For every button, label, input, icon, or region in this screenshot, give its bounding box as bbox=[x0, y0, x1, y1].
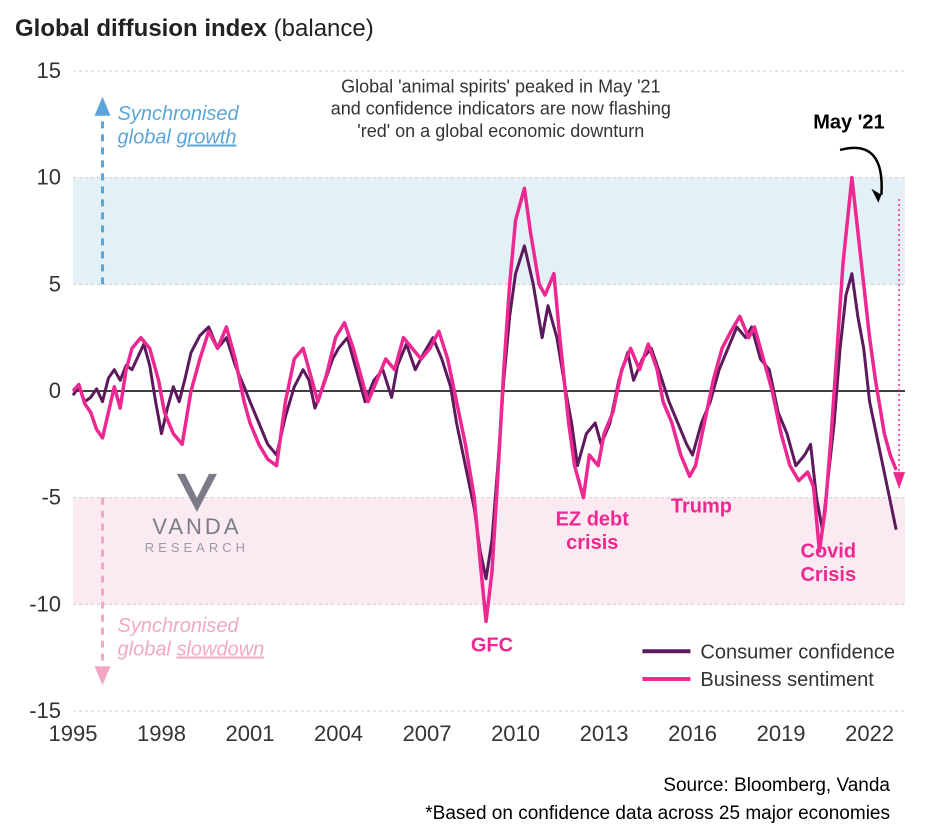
x-tick-label: 2016 bbox=[668, 721, 717, 746]
title-plain: (balance) bbox=[267, 15, 374, 42]
growth-label-2: global growth bbox=[118, 127, 237, 149]
x-tick-label: 2007 bbox=[403, 721, 452, 746]
legend-label: Business sentiment bbox=[700, 669, 874, 691]
growth-arrow-head bbox=[95, 97, 111, 116]
chart-svg: -15 -10 -5 0 5 10 15 1995 1998 2001 2004 2007 2010 20… bbox=[15, 51, 915, 771]
y-tick-label: -5 bbox=[41, 485, 61, 510]
x-tick-label: 2019 bbox=[757, 721, 806, 746]
projection-arrow-head bbox=[893, 472, 905, 489]
event-label: Covid bbox=[801, 540, 857, 562]
x-tick-label: 1995 bbox=[49, 721, 98, 746]
y-tick-label: -15 bbox=[29, 698, 61, 723]
growth-band bbox=[73, 178, 905, 285]
logo-text-2: RESEARCH bbox=[145, 540, 249, 555]
growth-label-1: Synchronised bbox=[118, 103, 240, 125]
x-tick-label: 2001 bbox=[226, 721, 275, 746]
title-bold: Global diffusion index bbox=[15, 15, 267, 42]
x-tick-label: 2004 bbox=[314, 721, 363, 746]
y-tick-label: 10 bbox=[37, 165, 61, 190]
y-tick-label: 0 bbox=[49, 378, 61, 403]
annotation-center: and confidence indicators are now flashi… bbox=[331, 99, 671, 119]
logo-text-1: VANDA bbox=[152, 514, 241, 539]
event-label: Crisis bbox=[800, 564, 856, 586]
slowdown-label-2: global slowdown bbox=[118, 639, 265, 661]
legend-label: Consumer confidence bbox=[700, 641, 895, 663]
footer-source: Source: Bloomberg, Vanda bbox=[15, 775, 920, 797]
event-label: crisis bbox=[566, 532, 618, 554]
event-label: May '21 bbox=[813, 112, 884, 134]
x-tick-label: 2013 bbox=[580, 721, 629, 746]
x-tick-label: 2010 bbox=[491, 721, 540, 746]
y-tick-label: -10 bbox=[29, 591, 61, 616]
chart-area: -15 -10 -5 0 5 10 15 1995 1998 2001 2004 2007 2010 20… bbox=[15, 51, 915, 771]
event-label: Trump bbox=[671, 496, 732, 518]
annotation-center: Global 'animal spirits' peaked in May '2… bbox=[341, 76, 660, 96]
annotation-center: 'red' on a global economic downturn bbox=[357, 121, 644, 141]
x-tick-label: 1998 bbox=[137, 721, 186, 746]
x-tick-label: 2022 bbox=[845, 721, 894, 746]
y-tick-label: 15 bbox=[37, 58, 61, 83]
slowdown-arrow-head bbox=[95, 666, 111, 685]
y-tick-label: 5 bbox=[49, 271, 61, 296]
slowdown-label-1: Synchronised bbox=[118, 615, 240, 637]
event-label: GFC bbox=[471, 634, 513, 656]
chart-title: Global diffusion index (balance) bbox=[15, 15, 920, 43]
footer-note: *Based on confidence data across 25 majo… bbox=[15, 803, 920, 825]
event-label: EZ debt bbox=[556, 508, 630, 530]
